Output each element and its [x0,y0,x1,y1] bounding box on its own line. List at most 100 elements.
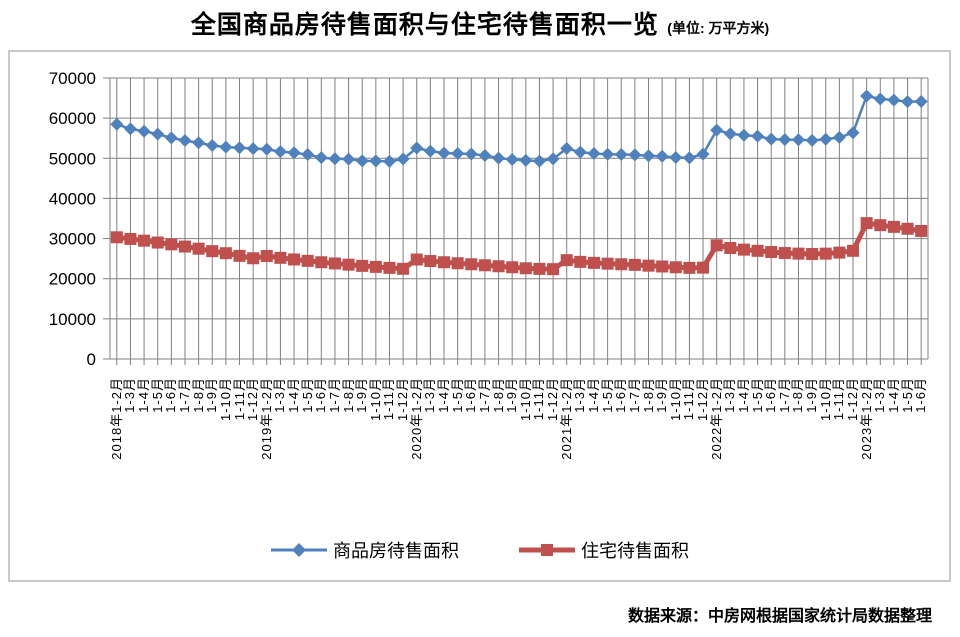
marker-square [683,261,696,274]
x-axis-label: 1-10月 [217,377,233,422]
x-axis-label: 1-4月 [436,377,452,413]
marker-diamond [628,148,642,162]
marker-square [533,262,546,275]
marker-diamond [410,141,424,155]
marker-square [356,259,369,272]
x-axis-label: 1-4月 [136,377,152,413]
marker-square [247,252,260,265]
marker-square [874,219,887,232]
plot-area: 0 10000 20000 30000 40000 50000 60000 70000 [49,69,929,369]
marker-diamond [192,136,206,150]
marker-square [478,259,491,272]
marker-diamond [464,147,478,161]
legend-square-icon [519,544,575,556]
marker-diamond [819,132,833,146]
marker-square [110,231,123,244]
marker-square [847,244,860,257]
x-axis-label: 1-4月 [286,377,302,413]
marker-square [574,255,587,268]
marker-diamond [178,134,192,148]
y-axis-label: 10000 [49,310,96,329]
marker-diamond [601,147,615,161]
marker-square [274,251,287,264]
marker-square [233,249,246,262]
marker-diamond [287,146,301,160]
marker-diamond [805,133,819,147]
legend-label-residential: 住宅待售面积 [581,541,689,561]
marker-diamond [696,147,710,161]
y-axis-label: 0 [87,350,96,369]
marker-diamond [846,126,860,140]
marker-diamond [764,132,778,146]
marker-square [778,247,791,260]
marker-diamond [219,140,233,154]
x-axis-label: 1-7月 [626,377,642,413]
marker-diamond [451,147,465,161]
marker-diamond [860,89,874,103]
marker-square [206,245,219,258]
marker-diamond [751,129,765,143]
marker-square [165,238,178,251]
marker-diamond [164,131,178,145]
marker-square [792,247,805,260]
x-axis-label: 1-12月 [545,377,561,422]
marker-square [438,256,451,269]
marker-diamond [791,133,805,147]
marker-diamond [587,147,601,161]
marker-diamond [723,127,737,141]
marker-square [697,261,710,274]
marker-diamond [233,141,247,155]
marker-diamond [123,122,137,136]
x-axis-label: 1-4月 [735,377,751,413]
marker-square [519,262,532,275]
marker-diamond [914,94,928,108]
marker-square [901,222,914,235]
marker-square [860,217,873,230]
marker-diamond [355,154,369,168]
marker-diamond [369,154,383,168]
marker-square [506,261,519,274]
x-axis-label: 1-12月 [695,377,711,422]
marker-square [724,242,737,255]
x-axis-label: 1-12月 [845,377,861,422]
marker-diamond [901,95,915,109]
marker-square [410,253,423,266]
chart-frame [8,50,951,582]
marker-square [315,256,328,269]
marker-square [124,232,137,245]
x-axis-label: 1-7月 [476,377,492,413]
x-axis-label: 1-4月 [885,377,901,413]
marker-diamond [519,153,533,167]
marker-diamond [737,128,751,142]
marker-square [560,254,573,267]
marker-square [819,247,832,260]
marker-square [424,255,437,268]
marker-square [887,220,900,233]
marker-diamond [328,152,342,166]
chart-title: 全国商品房待售面积与住宅待售面积一览 (单位: 万平方米) [0,5,960,41]
y-axis-label: 70000 [49,69,96,88]
marker-diamond [314,151,328,165]
marker-square [710,239,723,252]
marker-square [451,257,464,270]
marker-square [615,258,628,271]
marker-square [301,254,314,267]
marker-diamond [573,145,587,159]
marker-diamond [505,152,519,166]
marker-square [751,244,764,257]
marker-diamond [669,150,683,164]
marker-diamond [151,127,165,141]
chart-title-unit: (单位: 万平方米) [667,20,770,36]
marker-square [138,234,151,247]
marker-diamond [205,138,219,152]
marker-diamond [437,146,451,160]
marker-square [219,247,232,260]
marker-square [642,259,655,272]
marker-diamond [832,130,846,144]
marker-square [492,260,505,273]
marker-square [737,243,750,256]
marker-diamond [655,149,669,163]
x-axis-label: 1-7月 [176,377,192,413]
marker-diamond [546,152,560,166]
